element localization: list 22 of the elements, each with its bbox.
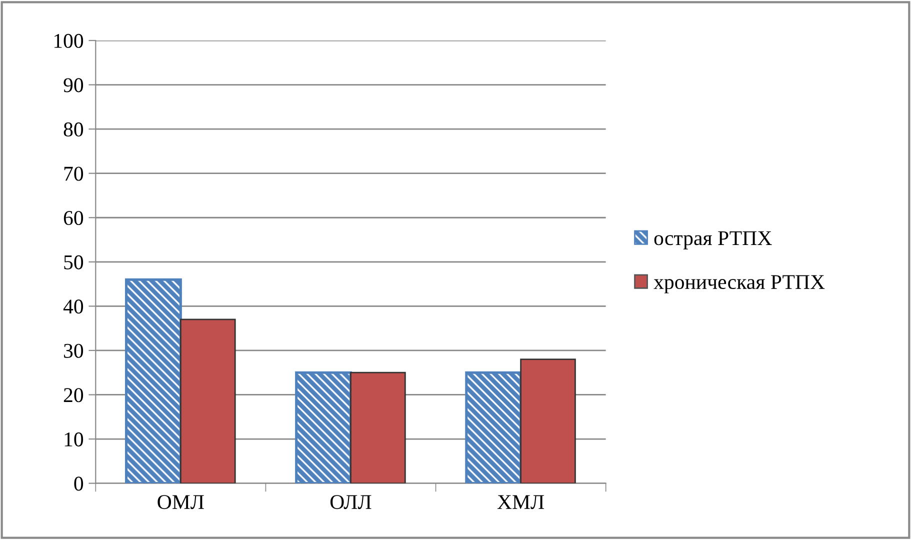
y-tick-label: 60 [64, 210, 84, 226]
bar [350, 372, 406, 484]
y-tick-label: 80 [64, 122, 84, 136]
legend-label: острая РТПХ [654, 231, 772, 250]
legend-label: хроническая РТПХ [654, 275, 825, 294]
y-tick-label: 0 [74, 476, 84, 491]
bar [465, 371, 522, 484]
y-tick-label: 50 [64, 255, 84, 270]
y-tick-label: 40 [63, 300, 84, 314]
x-tick-label: ОМЛ [158, 495, 204, 510]
y-tick-label: 20 [64, 388, 84, 402]
bar [125, 278, 182, 484]
y-tick-label: 100 [54, 34, 84, 48]
bar [520, 358, 576, 484]
y-tick-label: 30 [64, 344, 84, 358]
y-tick-label: 70 [64, 166, 84, 181]
bar [180, 318, 236, 484]
y-tick-label: 10 [64, 432, 84, 446]
y-tick-label: 90 [64, 78, 84, 92]
x-tick-label: ХМЛ [497, 495, 544, 510]
bar [295, 371, 352, 484]
x-tick-label: ОЛЛ [330, 495, 372, 510]
